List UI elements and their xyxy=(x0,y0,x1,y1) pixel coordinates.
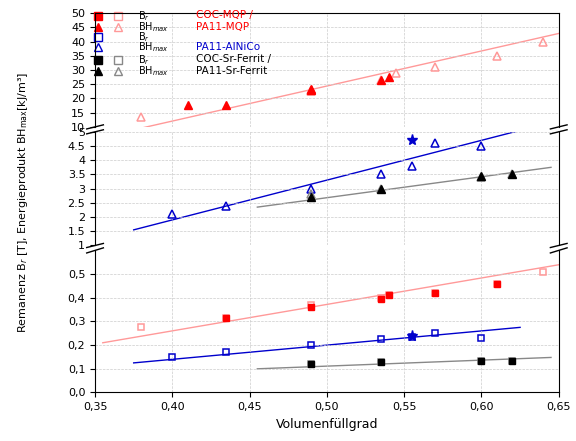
X-axis label: Volumenfüllgrad: Volumenfüllgrad xyxy=(276,418,378,431)
Text: Remanenz B$_r$ [T], Energieprodukt BH$_\mathrm{max}$[kJ/m³]: Remanenz B$_r$ [T], Energieprodukt BH$_\… xyxy=(16,72,30,333)
Text: BH$_{max}$: BH$_{max}$ xyxy=(138,41,169,54)
Text: COC-MQP /: COC-MQP / xyxy=(195,10,252,20)
Text: PA11-Sr-Ferrit: PA11-Sr-Ferrit xyxy=(195,67,267,76)
Text: PA11-MQP: PA11-MQP xyxy=(195,22,249,33)
Text: B$_r$: B$_r$ xyxy=(138,9,150,23)
Text: B$_r$: B$_r$ xyxy=(138,53,150,67)
Text: BH$_{max}$: BH$_{max}$ xyxy=(138,21,169,34)
Text: BH$_{max}$: BH$_{max}$ xyxy=(138,64,169,78)
Text: PA11-AlNiCo: PA11-AlNiCo xyxy=(195,42,260,52)
Text: B$_r$: B$_r$ xyxy=(138,30,150,44)
Text: COC-Sr-Ferrit /: COC-Sr-Ferrit / xyxy=(195,54,271,64)
